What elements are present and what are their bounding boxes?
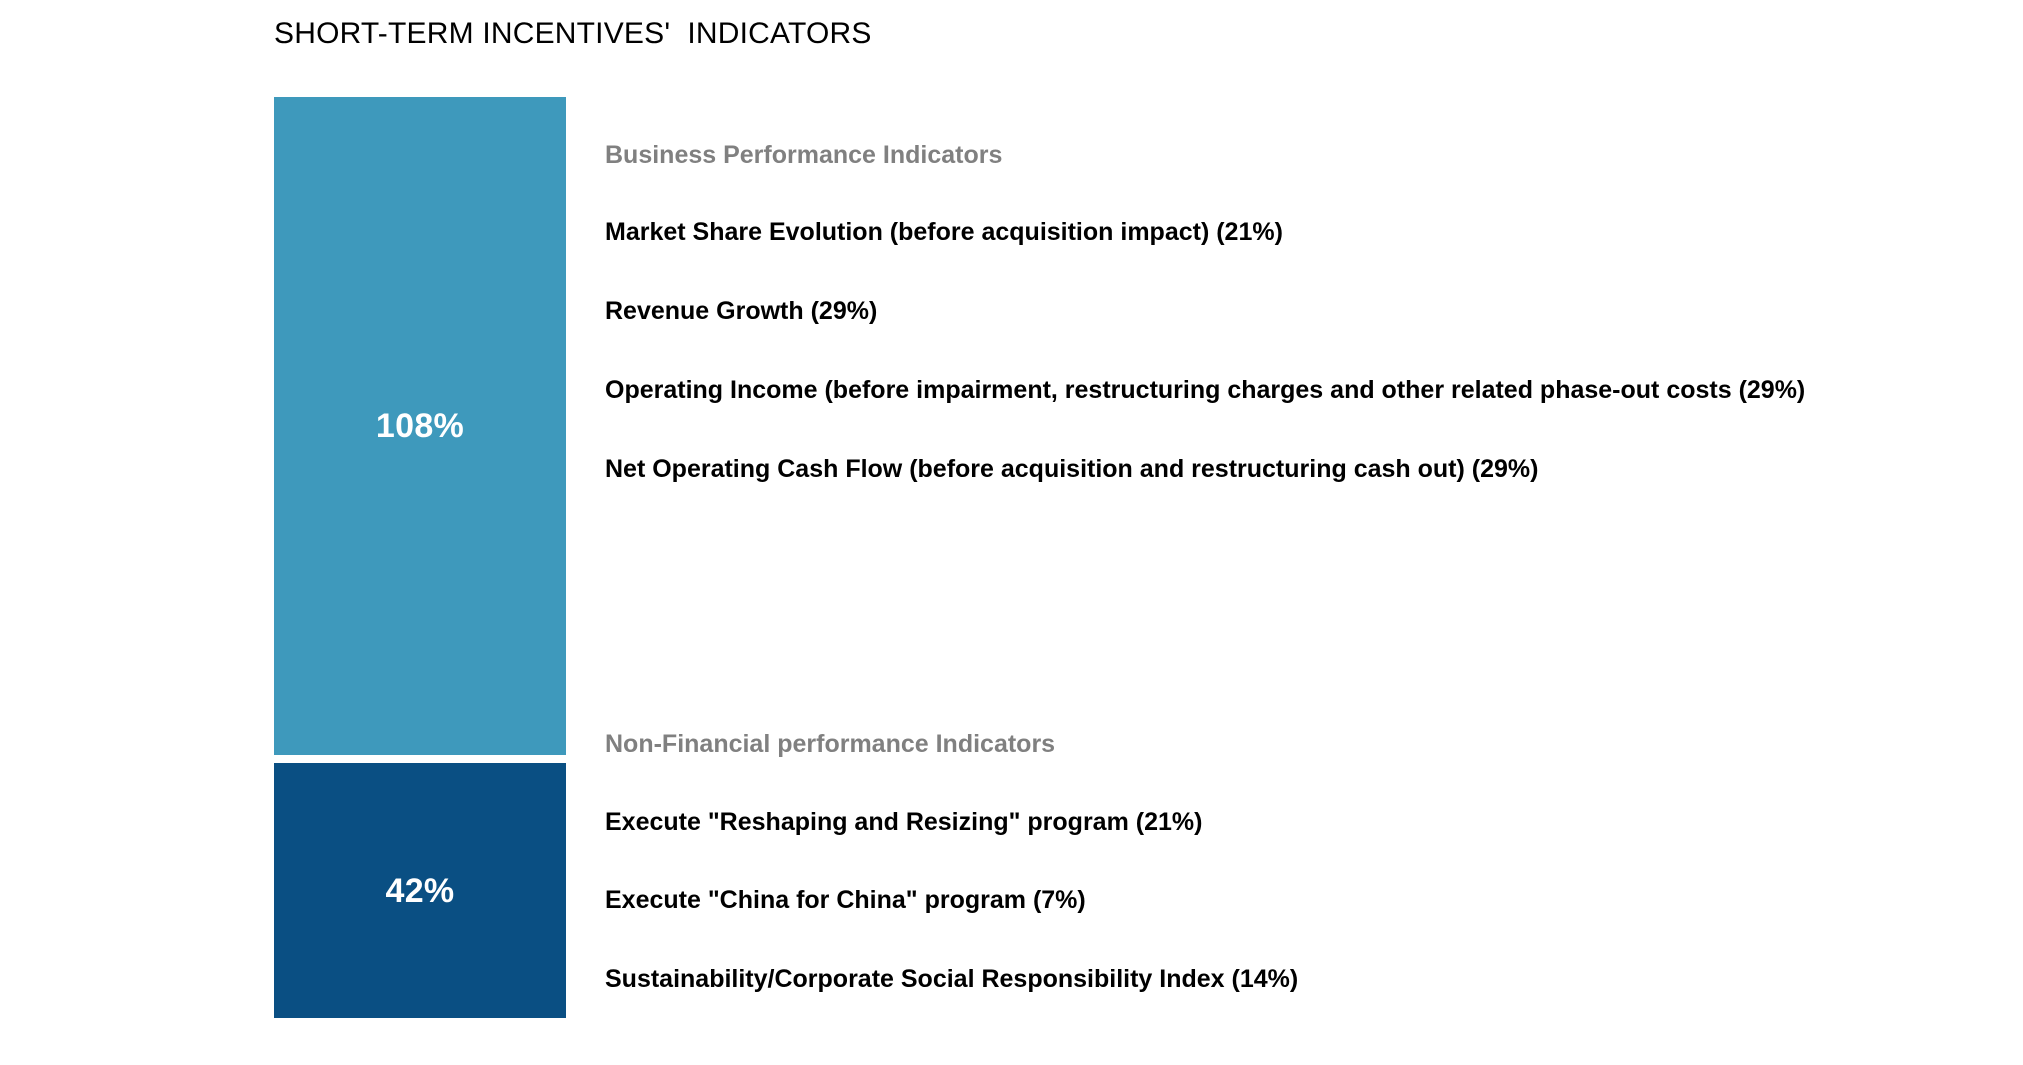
page-title: SHORT-TERM INCENTIVES' INDICATORS xyxy=(274,17,872,50)
bar-segment-non-financial[interactable]: 42% xyxy=(274,763,566,1018)
stacked-bar-chart: 108% 42% xyxy=(274,97,566,1018)
indicator-item-net-operating-cash-flow: Net Operating Cash Flow (before acquisit… xyxy=(605,455,1539,483)
bar-value-label-business: 108% xyxy=(375,407,465,445)
indicator-item-operating-income: Operating Income (before impairment, res… xyxy=(605,376,1806,404)
bar-segment-business-performance[interactable]: 108% xyxy=(274,97,566,755)
indicator-item-reshaping-and-resizing: Execute "Reshaping and Resizing" program… xyxy=(605,808,1203,836)
group-heading-business-performance: Business Performance Indicators xyxy=(605,141,1003,169)
indicator-panel: Business Performance Indicators Market S… xyxy=(605,97,2023,1065)
indicator-item-sustainability-csr-index: Sustainability/Corporate Social Responsi… xyxy=(605,965,1299,993)
indicator-item-china-for-china: Execute "China for China" program (7%) xyxy=(605,886,1086,914)
bar-segment-divider xyxy=(274,755,566,763)
bar-value-label-non-financial: 42% xyxy=(385,871,455,910)
group-heading-non-financial: Non-Financial performance Indicators xyxy=(605,730,1056,758)
indicator-item-market-share-evolution: Market Share Evolution (before acquisiti… xyxy=(605,218,1283,246)
indicator-item-revenue-growth: Revenue Growth (29%) xyxy=(605,297,878,325)
